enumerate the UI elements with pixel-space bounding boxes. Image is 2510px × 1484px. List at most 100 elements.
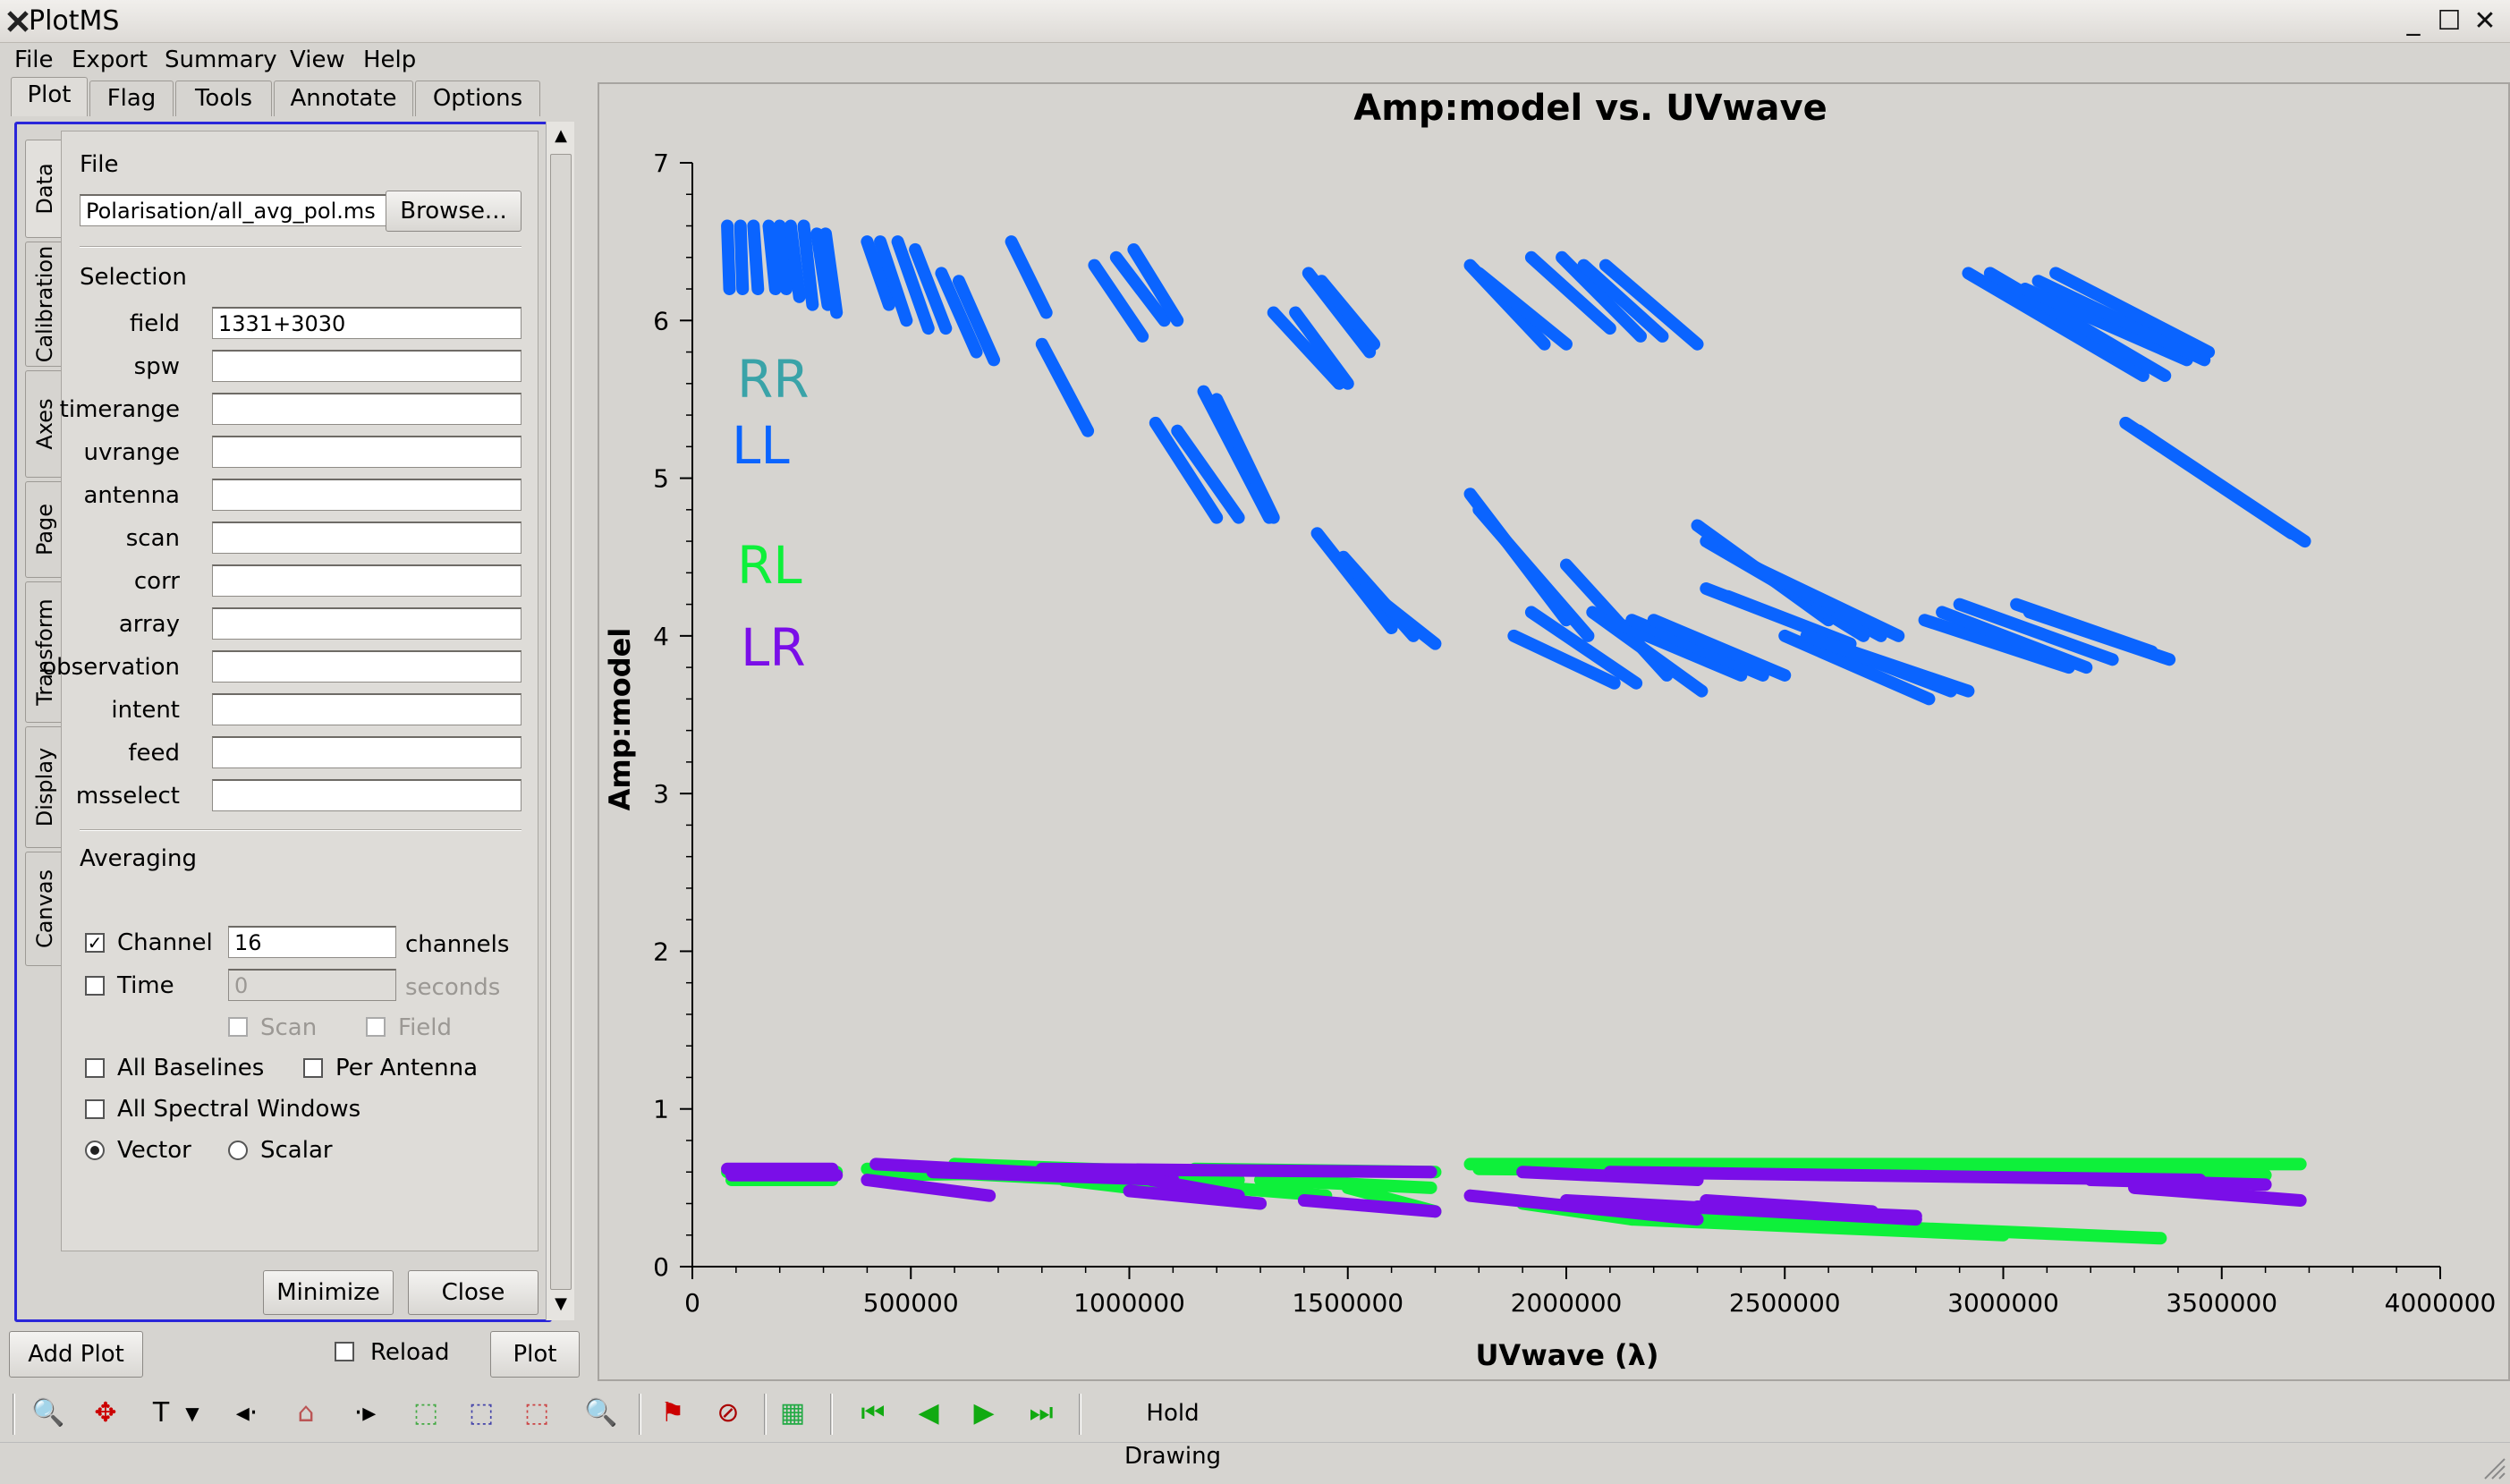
- vtab-display[interactable]: Display: [25, 726, 63, 848]
- maximize-window-button[interactable]: ☐: [2433, 5, 2465, 38]
- vtab-page[interactable]: Page: [25, 481, 63, 578]
- vector-radio[interactable]: [85, 1141, 105, 1160]
- tab-plot[interactable]: Plot: [11, 77, 88, 116]
- scrollbar-thumb[interactable]: [550, 154, 572, 1290]
- file-path-input[interactable]: [80, 194, 393, 226]
- x-tick-label: 1000000: [1073, 1288, 1185, 1318]
- menu-summary[interactable]: Summary: [165, 47, 277, 73]
- selection-intent-label: intent: [111, 697, 180, 724]
- series-lr: [721, 1158, 2307, 1226]
- data-mark-ll: [1918, 614, 2075, 674]
- chevron-down-icon[interactable]: ▼: [179, 1392, 206, 1435]
- vtab-canvas[interactable]: Canvas: [25, 852, 63, 966]
- minimize-window-button[interactable]: _: [2397, 5, 2429, 38]
- step-forward-icon[interactable]: ·▸: [343, 1392, 386, 1435]
- data-mark-ll: [935, 267, 983, 359]
- minimize-panel-button[interactable]: Minimize: [263, 1270, 394, 1315]
- plot-svg[interactable]: 0 500000 1000000 1500000 2000000 2500000 30000…: [599, 84, 2508, 1379]
- selection-corr-input[interactable]: [212, 564, 522, 597]
- time-checkbox[interactable]: [85, 976, 105, 996]
- averaging-heading: Averaging: [80, 845, 197, 872]
- all-baselines-checkbox[interactable]: [85, 1058, 105, 1078]
- all-spectral-windows-checkbox[interactable]: [85, 1099, 105, 1119]
- series-ll: [721, 219, 2311, 706]
- toolbar-separator: [764, 1394, 767, 1435]
- data-mark-ll: [1005, 235, 1053, 319]
- scroll-down-icon[interactable]: ▼: [555, 1294, 567, 1313]
- selection-field-input[interactable]: [212, 307, 522, 339]
- selection-uvrange-input[interactable]: [212, 436, 522, 468]
- resize-grip-icon[interactable]: [2481, 1455, 2506, 1480]
- scalar-radio[interactable]: [228, 1141, 248, 1160]
- scroll-up-icon[interactable]: ▲: [555, 126, 567, 145]
- vtab-calibration[interactable]: Calibration: [25, 242, 63, 367]
- per-antenna-checkbox[interactable]: [303, 1058, 323, 1078]
- menu-export[interactable]: Export: [72, 47, 148, 73]
- vtab-axes[interactable]: Axes: [25, 370, 63, 478]
- selection-observation-label: observation: [42, 654, 180, 681]
- selection-feed-input[interactable]: [212, 736, 522, 768]
- close-window-button[interactable]: ✕: [2469, 5, 2501, 38]
- menu-help[interactable]: Help: [363, 47, 417, 73]
- zoom-icon[interactable]: 🔍: [27, 1392, 70, 1435]
- all-baselines-label: All Baselines: [117, 1055, 265, 1081]
- menu-view[interactable]: View: [290, 47, 345, 73]
- data-mark-ll: [1647, 614, 1792, 682]
- panel-scrollbar[interactable]: ▲ ▼: [546, 122, 574, 1320]
- plot-button[interactable]: Plot: [490, 1331, 580, 1378]
- data-mark-lr: [926, 1166, 1180, 1187]
- data-mark-ll: [1149, 416, 1224, 524]
- pan-icon[interactable]: ✥: [84, 1392, 127, 1435]
- scan-checkbox[interactable]: [228, 1017, 248, 1037]
- field-avg-checkbox[interactable]: [366, 1017, 386, 1037]
- close-panel-button[interactable]: Close: [408, 1270, 538, 1315]
- clear-region-icon[interactable]: ⬚: [515, 1392, 558, 1435]
- selection-msselect-input[interactable]: [212, 779, 522, 811]
- selection-timerange-label: timerange: [59, 396, 180, 423]
- selection-scan-input[interactable]: [212, 522, 522, 554]
- data-mark-ll: [909, 242, 953, 335]
- time-input[interactable]: [228, 969, 396, 1001]
- last-iteration-icon[interactable]: ⏭: [1020, 1392, 1063, 1435]
- selection-spw-input[interactable]: [212, 350, 522, 382]
- add-plot-button[interactable]: Add Plot: [9, 1331, 143, 1378]
- home-icon[interactable]: ⌂: [284, 1392, 327, 1435]
- vtab-transform[interactable]: Transform: [25, 581, 63, 723]
- mark-region-icon[interactable]: ⬚: [404, 1392, 447, 1435]
- flag-icon[interactable]: ⚑: [651, 1392, 694, 1435]
- next-iteration-icon[interactable]: ▶: [962, 1392, 1005, 1435]
- hold-drawing-button[interactable]: Hold Drawing: [1097, 1392, 1249, 1470]
- plot-canvas[interactable]: 0 500000 1000000 1500000 2000000 2500000 30000…: [598, 82, 2510, 1381]
- selection-antenna-input[interactable]: [212, 479, 522, 511]
- toolbar-separator: [639, 1394, 641, 1435]
- selection-timerange-input[interactable]: [212, 393, 522, 425]
- subtract-region-icon[interactable]: ⬚: [460, 1392, 503, 1435]
- data-mark-ll: [1962, 267, 2150, 382]
- channel-input[interactable]: [228, 926, 396, 958]
- channel-label: Channel: [117, 929, 213, 956]
- y-tick-label: 3: [653, 779, 669, 809]
- first-iteration-icon[interactable]: ⏮: [852, 1392, 895, 1435]
- plotms-logo-icon: [7, 11, 29, 32]
- previous-iteration-icon[interactable]: ◀: [907, 1392, 950, 1435]
- channel-checkbox[interactable]: ✓: [85, 933, 105, 953]
- browse-button[interactable]: Browse...: [386, 191, 522, 232]
- tab-annotate[interactable]: Annotate: [274, 81, 413, 116]
- vtab-data[interactable]: Data: [25, 140, 63, 238]
- tab-options[interactable]: Options: [415, 81, 540, 116]
- selection-intent-input[interactable]: [212, 693, 522, 725]
- locate-icon[interactable]: 🔍: [580, 1392, 623, 1435]
- window-title: PlotMS: [29, 5, 120, 37]
- x-tick-label: 0: [684, 1288, 700, 1318]
- unflag-icon[interactable]: ⊘: [707, 1392, 750, 1435]
- selection-array-input[interactable]: [212, 607, 522, 640]
- selection-observation-input[interactable]: [212, 650, 522, 683]
- menu-file[interactable]: File: [14, 47, 54, 73]
- reload-checkbox[interactable]: [335, 1342, 354, 1361]
- data-mark-ll: [784, 219, 806, 303]
- annotate-text-icon[interactable]: T: [140, 1392, 182, 1435]
- flag-extension-icon[interactable]: ▦: [771, 1392, 814, 1435]
- tab-flag[interactable]: Flag: [89, 81, 174, 116]
- tab-tools[interactable]: Tools: [175, 81, 272, 116]
- step-back-icon[interactable]: ◂·: [225, 1392, 268, 1435]
